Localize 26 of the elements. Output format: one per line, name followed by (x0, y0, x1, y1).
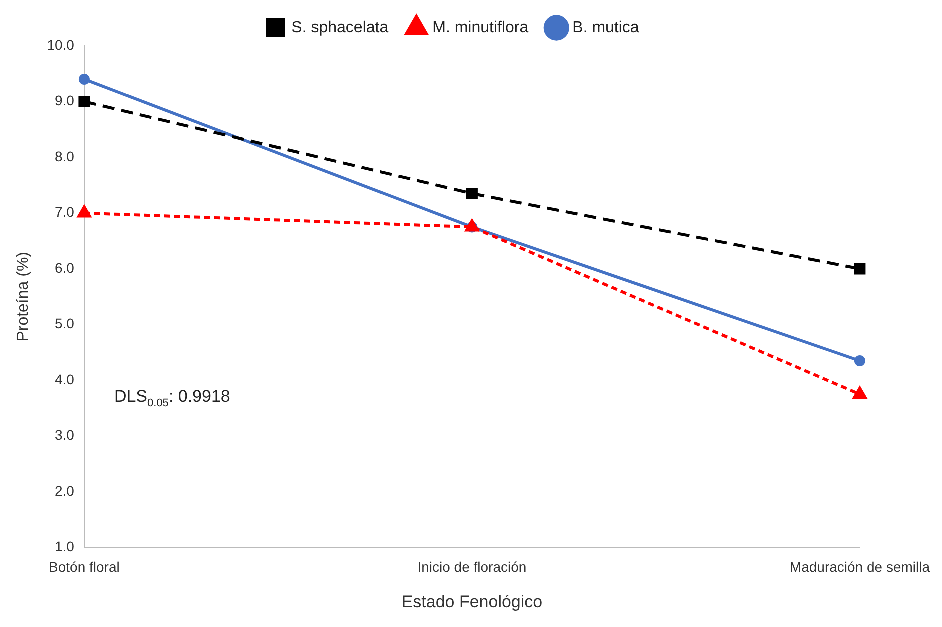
y-tick-label: 4.0 (54, 371, 75, 388)
point (854, 356, 866, 367)
y-axis-title: Proteína (%) (15, 252, 32, 342)
y-tick-label: 9.0 (54, 92, 75, 109)
y-tick-label: 2.0 (54, 482, 75, 499)
point (466, 188, 478, 200)
y-tick-label: 3.0 (54, 427, 75, 444)
annotation: DLS$_{0.05}$: 0.9918 (114, 387, 230, 410)
x-tick-label: Botón floral (49, 559, 120, 576)
point (78, 206, 92, 218)
x-tick-label: Inicio de floración (418, 559, 527, 576)
y-tick-label: 10.0 (47, 36, 75, 53)
y-tick-label: 6.0 (54, 260, 75, 276)
y-tick-label: 1.0 (54, 538, 75, 555)
point (78, 96, 90, 108)
legend-label: B. mutica (572, 19, 640, 36)
y-tick-label: 7.0 (54, 204, 75, 220)
point (853, 386, 867, 399)
legend-label: S. sphacelata (292, 19, 389, 36)
x-axis-title: Estado Fenológico (402, 592, 543, 612)
y-tick-label: 5.0 (54, 316, 75, 332)
point (854, 263, 866, 275)
legend-label: M. minutiflora (432, 19, 529, 36)
x-tick-label: Maduración de semilla (790, 559, 930, 576)
y-tick-label: 8.0 (54, 148, 75, 164)
point (78, 74, 90, 85)
